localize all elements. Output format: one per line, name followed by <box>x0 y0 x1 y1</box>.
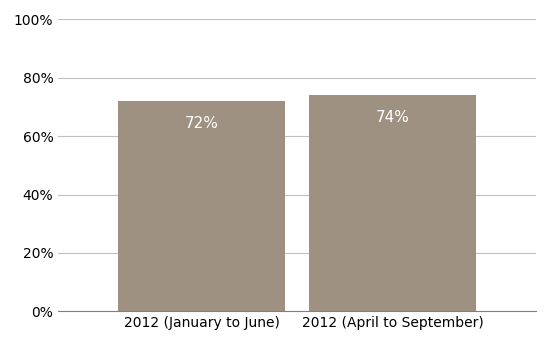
Bar <box>118 101 285 311</box>
Text: 72%: 72% <box>185 116 218 131</box>
Bar <box>309 95 476 311</box>
Text: 74%: 74% <box>376 110 410 125</box>
